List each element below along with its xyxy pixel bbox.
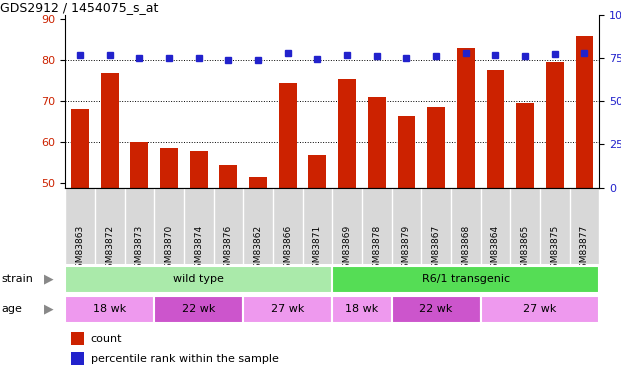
Bar (392, 296, 481, 323)
Bar (338, 79, 356, 188)
Bar (576, 36, 593, 188)
Bar (516, 103, 534, 188)
Text: GSM83879: GSM83879 (402, 224, 411, 274)
Text: GSM83862: GSM83862 (253, 224, 263, 273)
Text: GSM83875: GSM83875 (550, 224, 560, 274)
Text: GSM83877: GSM83877 (580, 224, 589, 274)
Text: GSM83873: GSM83873 (135, 224, 144, 274)
Text: 18 wk: 18 wk (345, 304, 379, 314)
Bar (481, 296, 599, 323)
Bar (332, 296, 392, 323)
Text: GSM83869: GSM83869 (343, 224, 351, 274)
Text: wild type: wild type (173, 274, 224, 284)
Text: GSM83864: GSM83864 (491, 224, 500, 273)
Text: 18 wk: 18 wk (93, 304, 126, 314)
Text: 27 wk: 27 wk (271, 304, 304, 314)
Bar (130, 142, 148, 188)
Text: GSM83870: GSM83870 (165, 224, 173, 274)
Bar (101, 72, 119, 188)
Bar (65, 296, 154, 323)
Text: GSM83871: GSM83871 (313, 224, 322, 274)
Bar (427, 107, 445, 188)
Text: GSM83878: GSM83878 (372, 224, 381, 274)
Text: R6/1 transgenic: R6/1 transgenic (422, 274, 510, 284)
Bar (65, 266, 332, 293)
Text: 22 wk: 22 wk (182, 304, 215, 314)
Bar (71, 110, 89, 188)
Text: ▶: ▶ (43, 303, 53, 316)
Text: age: age (1, 304, 22, 314)
Bar (219, 165, 237, 188)
Text: GSM83865: GSM83865 (520, 224, 530, 274)
Bar (279, 83, 297, 188)
Bar (71, 332, 84, 345)
Text: percentile rank within the sample: percentile rank within the sample (91, 354, 279, 364)
Text: strain: strain (1, 274, 33, 284)
Bar (71, 352, 84, 365)
Bar (486, 70, 504, 188)
Text: GSM83863: GSM83863 (76, 224, 84, 274)
Text: GSM83866: GSM83866 (283, 224, 292, 274)
Text: 27 wk: 27 wk (524, 304, 556, 314)
Text: GDS2912 / 1454075_s_at: GDS2912 / 1454075_s_at (0, 1, 158, 14)
Bar (154, 296, 243, 323)
Text: GSM83874: GSM83874 (194, 224, 203, 273)
Text: GSM83872: GSM83872 (105, 224, 114, 273)
Text: ▶: ▶ (43, 273, 53, 286)
Bar (546, 62, 564, 188)
Bar (368, 97, 386, 188)
Bar (397, 116, 415, 188)
Bar (160, 148, 178, 188)
Text: GSM83876: GSM83876 (224, 224, 233, 274)
Bar (243, 296, 332, 323)
Text: GSM83867: GSM83867 (432, 224, 440, 274)
Bar (457, 48, 474, 188)
Bar (332, 266, 599, 293)
Text: 22 wk: 22 wk (419, 304, 453, 314)
Text: GSM83868: GSM83868 (461, 224, 470, 274)
Bar (190, 150, 207, 188)
Bar (309, 154, 326, 188)
Bar (249, 177, 267, 188)
Text: count: count (91, 333, 122, 344)
